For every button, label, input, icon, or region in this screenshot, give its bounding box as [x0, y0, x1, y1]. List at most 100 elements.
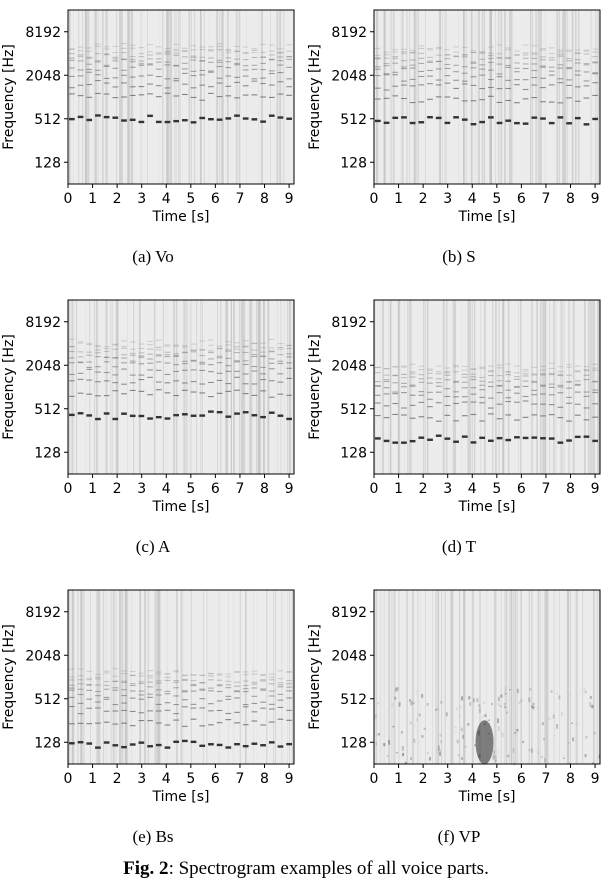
spectrogram-vp: 0 1 2 3 4 5 6 7 8 9 8192 2048 512 128 Time [s] Frequenc… [307, 589, 601, 805]
x-axis-label: Time [s] [458, 209, 516, 225]
plot-frame [373, 589, 601, 765]
y-tick-label: 8192 [331, 315, 367, 331]
caption-bs: (e) Bs [132, 827, 174, 846]
x-tick-label: 8 [566, 771, 575, 787]
x-tick-label: 4 [468, 191, 477, 207]
spectrogram-texture [375, 10, 599, 184]
x-tick-label: 7 [235, 481, 244, 497]
x-tick-label: 7 [235, 191, 244, 207]
x-tick-label: 7 [541, 191, 550, 207]
x-tick-label: 3 [443, 191, 452, 207]
x-tick-label: 6 [211, 481, 220, 497]
x-tick-label: 0 [370, 191, 379, 207]
x-tick-label: 2 [419, 191, 428, 207]
x-tick-label: 2 [113, 191, 122, 207]
spectrogram-texture [374, 300, 601, 474]
x-tick-label: 1 [394, 771, 403, 787]
spectrogram-texture [69, 10, 292, 184]
x-tick-label: 4 [468, 771, 477, 787]
panel-s: 0 1 2 3 4 5 6 7 8 9 8192 2048 512 128 Time [s] Frequenc… [306, 0, 612, 290]
y-tick-label: 512 [340, 112, 367, 128]
spectrogram-area [374, 300, 600, 474]
x-tick-label: 1 [88, 191, 97, 207]
y-tick-label: 8192 [25, 315, 61, 331]
plot-frame [373, 299, 601, 475]
y-tick-label: 512 [34, 112, 61, 128]
x-tick-label: 6 [517, 191, 526, 207]
figure-caption: Fig. 2: Spectrogram examples of all voic… [0, 858, 612, 880]
x-tick-label: 9 [591, 191, 600, 207]
x-tick-label: 5 [492, 481, 501, 497]
y-tick-label: 2048 [25, 358, 61, 374]
x-tick-label: 6 [211, 771, 220, 787]
x-tick-label: 9 [285, 481, 294, 497]
plot-frame [373, 9, 601, 185]
x-tick-label: 5 [186, 771, 195, 787]
y-tick-label: 8192 [25, 25, 61, 41]
x-tick-label: 2 [419, 771, 428, 787]
x-axis-label: Time [s] [458, 789, 516, 805]
panel-vo: 0 1 2 3 4 5 6 7 8 9 8192 2048 512 128 Time [s] Frequenc… [0, 0, 306, 290]
x-tick-label: 7 [541, 771, 550, 787]
caption-vo: (a) Vo [132, 247, 174, 266]
y-tick-label: 128 [340, 735, 367, 751]
plot-frame [67, 9, 295, 185]
y-axis-label: Frequency [Hz] [307, 44, 323, 150]
spectrogram-texture [68, 590, 294, 764]
x-tick-label: 5 [492, 191, 501, 207]
x-tick-label: 5 [492, 771, 501, 787]
plot-frame [67, 589, 295, 765]
x-tick-label: 4 [468, 481, 477, 497]
x-tick-label: 1 [394, 481, 403, 497]
y-tick-label: 2048 [331, 68, 367, 84]
x-tick-label: 9 [591, 771, 600, 787]
x-tick-label: 0 [370, 481, 379, 497]
plot-frame [67, 299, 295, 475]
x-tick-label: 3 [443, 481, 452, 497]
y-axis-label: Frequency [Hz] [1, 334, 17, 440]
x-tick-label: 0 [64, 771, 73, 787]
y-tick-label: 512 [34, 402, 61, 418]
y-tick-label: 2048 [331, 358, 367, 374]
x-tick-label: 1 [88, 771, 97, 787]
spectrogram-texture [374, 590, 601, 767]
y-tick-label: 8192 [25, 605, 61, 621]
x-axis-label: Time [s] [152, 499, 210, 515]
x-axis-label: Time [s] [152, 209, 210, 225]
x-tick-label: 3 [137, 481, 146, 497]
caption-vp: (f) VP [437, 827, 481, 846]
panel-a: 0 1 2 3 4 5 6 7 8 9 8192 2048 512 128 Time [s] Frequenc… [0, 290, 306, 580]
y-axis-label: Frequency [Hz] [307, 624, 323, 730]
x-tick-label: 5 [186, 481, 195, 497]
x-tick-label: 6 [211, 191, 220, 207]
x-tick-label: 4 [162, 191, 171, 207]
panel-t: 0 1 2 3 4 5 6 7 8 9 8192 2048 512 128 Time [s] Frequenc… [306, 290, 612, 580]
panel-vp: 0 1 2 3 4 5 6 7 8 9 8192 2048 512 128 Time [s] Frequenc… [306, 580, 612, 870]
y-axis-label: Frequency [Hz] [307, 334, 323, 440]
x-tick-label: 8 [566, 481, 575, 497]
x-tick-label: 4 [162, 481, 171, 497]
x-tick-label: 9 [285, 191, 294, 207]
y-tick-label: 2048 [25, 68, 61, 84]
y-tick-label: 512 [34, 692, 61, 708]
y-tick-label: 128 [34, 735, 61, 751]
x-tick-label: 3 [137, 191, 146, 207]
y-tick-label: 512 [340, 402, 367, 418]
x-tick-label: 7 [541, 481, 550, 497]
spectrogram-vo: 0 1 2 3 4 5 6 7 8 9 8192 2048 512 128 Time [s] Frequenc… [1, 9, 295, 225]
x-tick-label: 5 [186, 191, 195, 207]
y-tick-label: 128 [34, 445, 61, 461]
spectrogram-texture [68, 300, 294, 474]
figure-caption-text: : Spectrogram examples of all voice part… [168, 858, 489, 879]
caption-a: (c) A [135, 537, 171, 556]
y-tick-label: 128 [340, 155, 367, 171]
x-tick-label: 2 [419, 481, 428, 497]
x-tick-label: 6 [517, 771, 526, 787]
x-tick-label: 0 [370, 771, 379, 787]
caption-s: (b) S [442, 247, 476, 266]
x-axis-label: Time [s] [152, 789, 210, 805]
x-tick-label: 9 [285, 771, 294, 787]
y-tick-label: 2048 [331, 648, 367, 664]
x-tick-label: 8 [260, 771, 269, 787]
figure-label: Fig. 2 [123, 858, 169, 879]
